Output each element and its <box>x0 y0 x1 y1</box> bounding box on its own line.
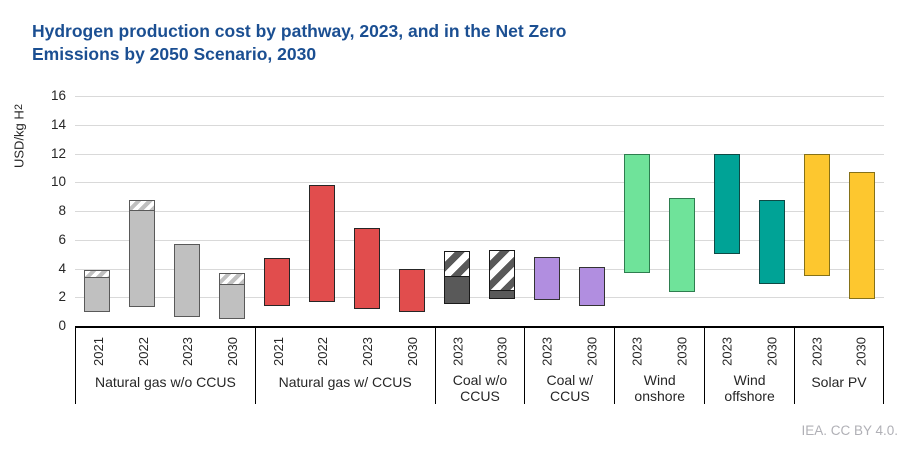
gridline <box>75 297 884 299</box>
year-labels-row: 2021 2022 2023 2030 <box>256 332 435 372</box>
year-labels-row: 2023 2030 <box>525 332 614 370</box>
y-tick-label: 16 <box>50 88 66 103</box>
x-axis-groups: 2021 2022 2023 2030 Natural gas w/o CCUS 2021… <box>75 328 884 404</box>
x-group-cell: 2023 2030 Coal w/o CCUS <box>434 328 525 404</box>
year-label: 2030 <box>404 337 420 367</box>
gridline <box>75 268 884 270</box>
year-label: 2023 <box>540 336 556 366</box>
year-label: 2023 <box>450 336 466 366</box>
gridline <box>75 96 884 97</box>
gridline <box>75 239 884 241</box>
y-axis-ticks: 0 2 4 6 8 10 12 14 16 <box>0 0 66 456</box>
group-label: Natural gas w/ CCUS <box>278 374 412 390</box>
gridline <box>75 124 884 126</box>
year-label: 2030 <box>494 336 510 366</box>
range-bar <box>444 251 471 305</box>
range-bar <box>219 272 246 319</box>
hatched-segment <box>220 273 245 286</box>
x-group-cell: 2023 2030 Coal w/ CCUS <box>524 328 614 404</box>
year-label: 2023 <box>180 337 196 367</box>
range-bar <box>578 267 605 306</box>
hatched-segment <box>130 200 155 211</box>
y-tick-label: 2 <box>58 289 66 305</box>
hatched-segment <box>445 252 470 277</box>
hatched-segment <box>85 270 110 279</box>
license-note: IEA. CC BY 4.0. <box>801 423 898 438</box>
plot-area <box>75 96 884 328</box>
group-label: Coal w/o CCUS <box>452 371 508 404</box>
range-bar <box>848 172 875 299</box>
year-labels-row: 2023 2030 <box>795 332 883 372</box>
year-label: 2030 <box>584 336 600 366</box>
hatched-segment <box>489 250 514 292</box>
gridline <box>75 153 884 155</box>
year-label: 2023 <box>359 337 375 367</box>
x-group-cell: 2021 2022 2023 2030 Natural gas w/o CCUS <box>75 328 255 404</box>
year-label: 2023 <box>630 336 645 366</box>
gridline <box>75 182 884 184</box>
gridline <box>75 211 884 212</box>
year-label: 2023 <box>809 337 825 367</box>
range-bar <box>354 228 381 309</box>
range-bar <box>488 249 515 299</box>
year-label: 2030 <box>853 337 869 367</box>
y-tick-label: 8 <box>58 203 66 218</box>
range-bar <box>174 244 201 318</box>
x-group-cell: 2023 2030 Solar PV <box>794 328 884 404</box>
year-label: 2030 <box>764 336 780 366</box>
year-labels-row: 2023 2030 <box>705 332 794 370</box>
bars <box>75 96 884 326</box>
year-label: 2022 <box>315 337 331 367</box>
year-label: 2021 <box>270 337 286 367</box>
year-labels-row: 2023 2030 <box>615 332 704 370</box>
x-group-cell: 2023 2030 Wind offshore <box>704 328 794 404</box>
year-label: 2030 <box>674 336 690 366</box>
year-label: 2022 <box>135 337 151 367</box>
year-label: 2030 <box>224 337 240 367</box>
range-bar <box>668 198 695 292</box>
chart-title: Hydrogen production cost by pathway, 202… <box>32 21 567 64</box>
range-bar <box>399 268 426 312</box>
range-bar <box>803 153 830 276</box>
y-tick-label: 10 <box>50 174 66 190</box>
y-tick-label: 12 <box>50 145 66 161</box>
group-label: Solar PV <box>811 374 867 390</box>
range-bar <box>129 199 156 308</box>
y-tick-label: 6 <box>58 231 66 247</box>
y-tick-label: 4 <box>58 260 66 276</box>
year-labels-row: 2023 2030 <box>436 332 525 370</box>
group-label: Wind offshore <box>724 371 775 404</box>
group-label: Wind onshore <box>634 371 686 404</box>
range-bar <box>713 153 740 255</box>
x-group-cell: 2023 2030 Wind onshore <box>614 328 704 404</box>
range-bar <box>309 185 336 302</box>
year-labels-row: 2021 2022 2023 2030 <box>76 332 255 372</box>
range-bar <box>84 269 111 312</box>
y-tick-label: 14 <box>50 116 66 132</box>
range-bar <box>758 199 785 285</box>
range-bar <box>264 258 291 306</box>
range-bar <box>623 153 650 273</box>
x-group-cell: 2021 2022 2023 2030 Natural gas w/ CCUS <box>254 328 435 404</box>
group-label: Natural gas w/o CCUS <box>94 374 236 390</box>
group-label: Coal w/ CCUS <box>546 371 594 404</box>
year-label: 2021 <box>90 337 106 367</box>
year-label: 2023 <box>719 336 735 366</box>
gridlines <box>75 96 884 326</box>
y-tick-label: 0 <box>58 318 66 333</box>
range-bar <box>533 257 560 301</box>
